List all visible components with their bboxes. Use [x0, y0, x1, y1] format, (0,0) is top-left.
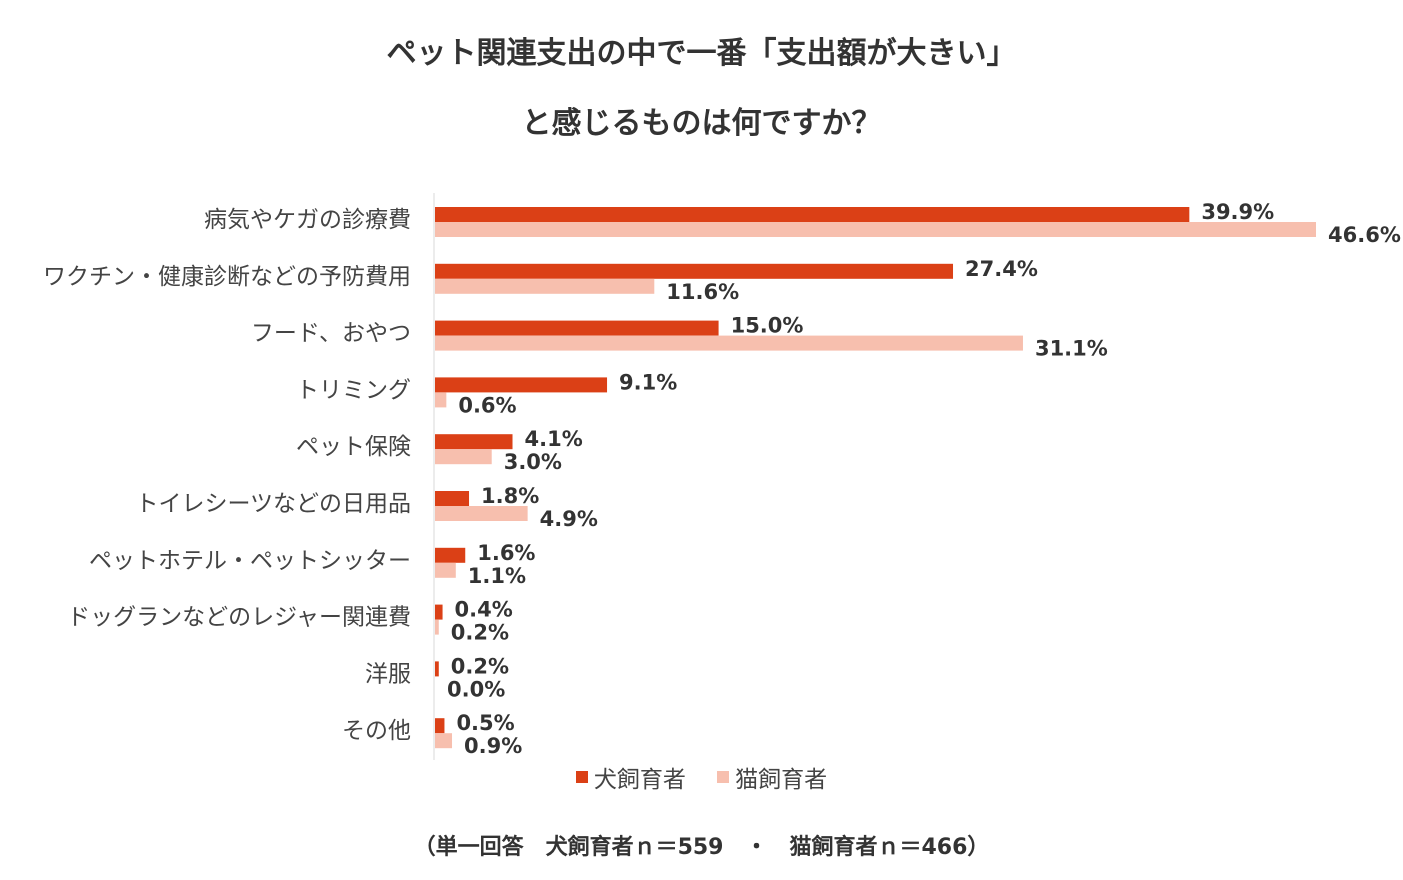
legend-item-dog: 犬飼育者: [575, 760, 686, 794]
value-label-dog-0: 39.9%: [1201, 200, 1274, 224]
bar-dog-7: [435, 604, 443, 620]
value-label-dog-5: 1.8%: [481, 484, 539, 508]
value-label-dog-8: 0.2%: [451, 654, 509, 678]
bar-dog-9: [435, 718, 445, 734]
value-label-cat-8: 0.0%: [447, 677, 505, 701]
bar-cat-6: [435, 562, 456, 578]
value-label-cat-6: 1.1%: [468, 564, 526, 588]
bar-cat-1: [435, 278, 655, 294]
bar-cat-4: [435, 449, 492, 465]
value-label-dog-6: 1.6%: [477, 541, 535, 565]
value-label-cat-9: 0.9%: [464, 734, 522, 758]
category-label-3: トリミング: [296, 377, 411, 403]
legend-item-cat: 猫飼育者: [717, 760, 827, 794]
chart-title-line2: と感じるものは何ですか？: [521, 106, 882, 141]
bar-dog-1: [435, 263, 954, 279]
bar-dog-8: [435, 661, 439, 677]
bar-cat-9: [435, 733, 453, 749]
category-label-1: ワクチン・健康診断などの予防費用: [43, 264, 411, 290]
value-label-cat-3: 0.6%: [458, 393, 516, 417]
bar-cat-7: [435, 619, 439, 635]
footnote: （単一回答 犬飼育者ｎ＝559 ・ 猫飼育者ｎ＝466）: [413, 835, 990, 860]
bar-cat-2: [435, 335, 1023, 351]
value-label-dog-4: 4.1%: [525, 427, 583, 451]
legend-swatch-cat: [717, 771, 730, 783]
value-label-cat-7: 0.2%: [451, 621, 509, 645]
bar-cat-3: [435, 392, 447, 408]
category-label-2: フード、おやつ: [251, 321, 411, 347]
bar-dog-6: [435, 547, 466, 563]
category-label-5: トイレシーツなどの日用品: [135, 491, 411, 517]
value-label-dog-1: 27.4%: [965, 257, 1038, 281]
legend-swatch-dog: [575, 771, 588, 783]
legend: 犬飼育者 猫飼育者: [0, 760, 1403, 794]
chart-title-line1: ペット関連支出の中で一番「支出額が大きい」: [386, 36, 1017, 71]
value-label-dog-2: 15.0%: [731, 314, 804, 338]
value-label-dog-3: 9.1%: [619, 370, 677, 394]
bar-dog-3: [435, 377, 608, 393]
value-label-dog-9: 0.5%: [456, 711, 514, 735]
bar-dog-5: [435, 491, 470, 506]
bar-dog-4: [435, 434, 513, 450]
bar-cat-5: [435, 506, 528, 521]
category-label-8: 洋服: [365, 661, 411, 687]
category-label-4: ペット保険: [296, 434, 411, 460]
category-label-7: ドッグランなどのレジャー関連費: [67, 605, 411, 631]
value-label-cat-1: 11.6%: [666, 280, 739, 304]
legend-label-dog: 犬飼育者: [593, 767, 686, 793]
value-label-cat-4: 3.0%: [504, 450, 562, 474]
value-label-cat-2: 31.1%: [1035, 337, 1108, 361]
legend-label-cat: 猫飼育者: [735, 767, 828, 793]
value-label-dog-7: 0.4%: [455, 598, 513, 622]
category-label-0: 病気やケガの診療費: [204, 207, 411, 233]
value-label-cat-0: 46.6%: [1328, 223, 1401, 247]
value-label-cat-5: 4.9%: [540, 507, 598, 531]
bar-cat-0: [435, 222, 1316, 237]
bar-dog-0: [435, 207, 1190, 222]
bar-dog-2: [435, 320, 719, 336]
category-label-6: ペットホテル・ペットシッター: [89, 548, 411, 574]
category-label-9: その他: [342, 718, 411, 744]
